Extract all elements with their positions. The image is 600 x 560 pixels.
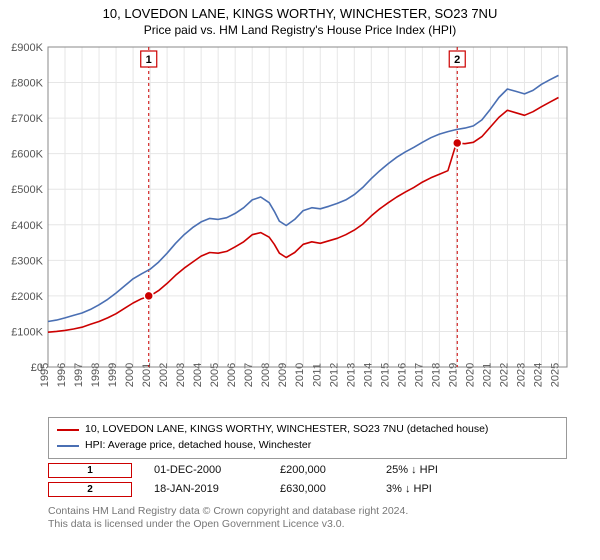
svg-text:£400K: £400K <box>11 220 43 232</box>
legend: 10, LOVEDON LANE, KINGS WORTHY, WINCHEST… <box>48 417 567 459</box>
legend-row: 10, LOVEDON LANE, KINGS WORTHY, WINCHEST… <box>57 422 558 438</box>
svg-text:2015: 2015 <box>379 363 391 387</box>
svg-text:1999: 1999 <box>107 363 119 387</box>
svg-text:2007: 2007 <box>243 363 255 387</box>
sale-row: 2 18-JAN-2019 £630,000 3% ↓ HPI <box>48 482 600 497</box>
svg-text:2013: 2013 <box>345 363 357 387</box>
svg-text:£200K: £200K <box>11 291 43 303</box>
sale-date: 01-DEC-2000 <box>154 464 258 476</box>
svg-text:2014: 2014 <box>362 363 374 387</box>
legend-swatch <box>57 445 79 447</box>
svg-text:2009: 2009 <box>277 363 289 387</box>
title-block: 10, LOVEDON LANE, KINGS WORTHY, WINCHEST… <box>0 0 600 39</box>
svg-text:£900K: £900K <box>11 42 43 54</box>
svg-text:2006: 2006 <box>226 363 238 387</box>
svg-text:£500K: £500K <box>11 184 43 196</box>
svg-text:2008: 2008 <box>260 363 272 387</box>
svg-text:2024: 2024 <box>532 363 544 387</box>
svg-text:2016: 2016 <box>396 363 408 387</box>
license-line-2: This data is licensed under the Open Gov… <box>48 518 567 532</box>
svg-text:£300K: £300K <box>11 255 43 267</box>
svg-text:2020: 2020 <box>464 363 476 387</box>
svg-text:2004: 2004 <box>192 363 204 387</box>
svg-text:2021: 2021 <box>481 363 493 387</box>
svg-text:£700K: £700K <box>11 113 43 125</box>
sale-date: 18-JAN-2019 <box>154 483 258 495</box>
svg-text:£100K: £100K <box>11 326 43 338</box>
sale-marker-box: 2 <box>48 482 132 497</box>
line-chart-svg: £0£100K£200K£300K£400K£500K£600K£700K£80… <box>0 39 600 411</box>
chart-subtitle: Price paid vs. HM Land Registry's House … <box>0 23 600 37</box>
legend-swatch <box>57 429 79 431</box>
svg-text:2002: 2002 <box>158 363 170 387</box>
svg-text:1996: 1996 <box>56 363 68 387</box>
license-line-1: Contains HM Land Registry data © Crown c… <box>48 505 567 519</box>
chart-container: 10, LOVEDON LANE, KINGS WORTHY, WINCHEST… <box>0 0 600 532</box>
sale-delta: 3% ↓ HPI <box>386 483 470 495</box>
svg-text:2012: 2012 <box>328 363 340 387</box>
svg-text:2005: 2005 <box>209 363 221 387</box>
svg-text:2000: 2000 <box>124 363 136 387</box>
svg-text:1997: 1997 <box>73 363 85 387</box>
sale-marker-box: 1 <box>48 463 132 478</box>
sale-price: £630,000 <box>280 483 364 495</box>
svg-text:2023: 2023 <box>515 363 527 387</box>
license-notice: Contains HM Land Registry data © Crown c… <box>48 505 567 532</box>
svg-text:2018: 2018 <box>430 363 442 387</box>
sale-delta: 25% ↓ HPI <box>386 464 470 476</box>
svg-text:2: 2 <box>454 54 460 66</box>
svg-text:2025: 2025 <box>549 363 561 387</box>
sale-price: £200,000 <box>280 464 364 476</box>
legend-label: HPI: Average price, detached house, Winc… <box>85 438 311 454</box>
sales-annotations: 1 01-DEC-2000 £200,000 25% ↓ HPI 2 18-JAN-201… <box>0 463 600 497</box>
chart-title: 10, LOVEDON LANE, KINGS WORTHY, WINCHEST… <box>0 6 600 21</box>
svg-text:2022: 2022 <box>498 363 510 387</box>
legend-row: HPI: Average price, detached house, Winc… <box>57 438 558 454</box>
svg-text:2017: 2017 <box>413 363 425 387</box>
svg-text:1998: 1998 <box>90 363 102 387</box>
svg-text:2001: 2001 <box>141 363 153 387</box>
sale-row: 1 01-DEC-2000 £200,000 25% ↓ HPI <box>48 463 600 478</box>
chart-area: £0£100K£200K£300K£400K£500K£600K£700K£80… <box>0 39 600 411</box>
svg-text:2010: 2010 <box>294 363 306 387</box>
legend-label: 10, LOVEDON LANE, KINGS WORTHY, WINCHEST… <box>85 422 488 438</box>
svg-text:£600K: £600K <box>11 149 43 161</box>
svg-text:2003: 2003 <box>175 363 187 387</box>
svg-text:1995: 1995 <box>39 363 51 387</box>
svg-text:1: 1 <box>146 54 152 66</box>
svg-text:£800K: £800K <box>11 78 43 90</box>
